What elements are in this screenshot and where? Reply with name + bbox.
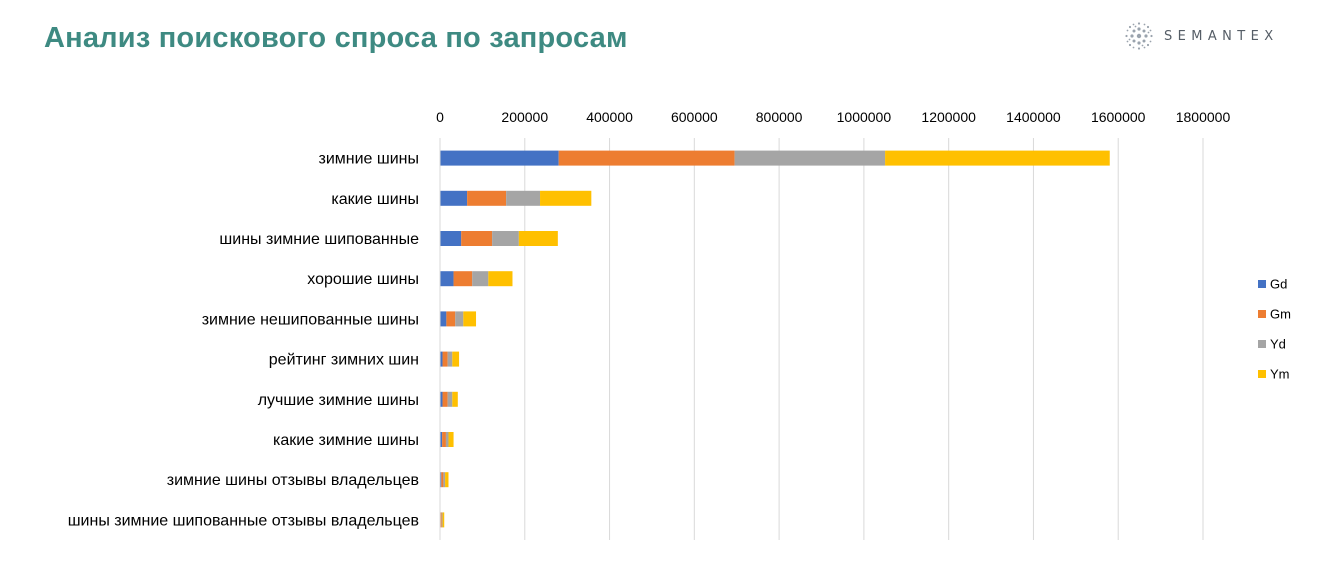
bar-segment-yd [492,231,519,246]
bar-segment-gm [442,432,446,447]
bar-segment-gd [440,150,559,166]
category-labels: зимние шины какие шины шины зимние шипован… [68,151,419,530]
bar-segment-ym [448,432,454,447]
legend-label: Ym [1270,367,1290,382]
x-tick-label: 1000000 [837,109,892,125]
category-label: зимние шины отзывы владельцев [167,472,419,489]
category-label: какие зимние шины [273,432,419,449]
category-label: лучшие зимние шины [258,392,419,409]
legend-swatch-yd [1258,340,1266,348]
category-label: рейтинг зимних шин [269,352,419,369]
bar-segment-gd [440,190,468,206]
semantex-logo-icon [1125,22,1153,50]
bar-segment-ym [540,190,592,206]
logo-text: SEMANTEX [1164,28,1279,44]
legend-label: Gm [1270,307,1291,322]
x-tick-label: 200000 [501,109,548,125]
bar-segment-ym [885,150,1110,166]
bar-segment-gd [440,311,447,327]
bar-segment-gm [440,512,442,528]
x-tick-label: 800000 [756,109,803,125]
category-label: шины зимние шипованные [219,231,419,248]
bar-segment-ym [452,351,460,367]
bar-segment-gm [467,190,507,206]
bar-segment-gm [461,231,493,246]
x-tick-label: 1600000 [1091,109,1146,125]
bar-segment-yd [447,351,453,367]
category-label: хорошие шины [307,271,419,288]
category-label: какие шины [331,191,419,208]
bar-segment-yd [455,311,464,327]
category-label: зимние шины [319,151,420,168]
bar-segment-yd [441,512,443,528]
bar-segment-ym [518,231,558,246]
legend-swatch-gm [1258,310,1266,318]
bar-segment-gm [441,472,444,488]
x-tick-label: 1200000 [921,109,976,125]
bar-segment-gm [558,150,735,166]
bar-segment-gd [440,351,443,367]
x-tick-label: 1800000 [1176,109,1231,125]
bar-segment-yd [447,391,453,407]
bar-segment-yd [734,150,886,166]
category-label: шины зимние шипованные отзывы владельцев [68,512,419,529]
legend-label: Yd [1270,337,1286,352]
bar-segment-ym [445,472,449,488]
bar-segment-gd [440,432,443,447]
bar-segment-ym [463,311,477,327]
gridlines [524,138,1204,540]
x-tick-label: 0 [436,109,444,125]
bar-segment-gd [440,231,462,246]
legend-swatch-gd [1258,280,1266,288]
bar-segment-gm [442,391,448,407]
bar-segment-gm [446,311,456,327]
legend: Gd Gm Yd Ym [1258,277,1291,382]
bar-segment-yd [506,190,541,206]
bar-segment-gd [440,472,442,488]
bar-segment-ym [488,271,513,287]
bar-segment-yd [445,432,449,447]
category-label: зимние нешипованные шины [202,311,419,328]
bars [440,150,1110,528]
bar-segment-gd [440,391,443,407]
bar-segment-gm [453,271,473,287]
bar-segment-yd [443,472,446,488]
bar-segment-gm [442,351,448,367]
bar-segment-ym [442,512,445,528]
semantex-logo: SEMANTEX [1123,20,1279,52]
x-tick-label: 600000 [671,109,718,125]
bar-segment-yd [472,271,489,287]
x-tick-label: 400000 [586,109,633,125]
x-tick-label: 1400000 [1006,109,1061,125]
legend-label: Gd [1270,277,1287,292]
bar-segment-ym [452,391,458,407]
bar-segment-gd [440,271,454,287]
page-title: Анализ поискового спроса по запросам [44,22,628,54]
legend-swatch-ym [1258,370,1266,378]
x-axis-ticks: 0 200000 400000 600000 800000 1000000 1200000 1… [436,109,1230,125]
